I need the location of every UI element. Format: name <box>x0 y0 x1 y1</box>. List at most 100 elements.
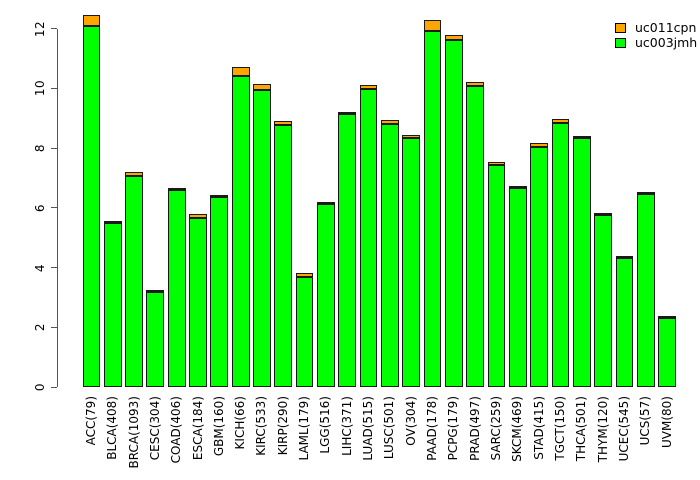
bar-segment-uc003jmh <box>146 291 165 387</box>
bar-segment-uc003jmh <box>530 146 549 387</box>
x-axis-label: TGCT(150) <box>552 396 567 461</box>
bar-segment-uc003jmh <box>103 223 122 387</box>
x-axis-label: GBM(160) <box>211 396 226 457</box>
bar-segment-uc003jmh <box>402 137 421 387</box>
bar <box>189 213 207 387</box>
bar-segment-uc011cpn <box>253 83 271 90</box>
bar-segment-uc003jmh <box>125 176 143 387</box>
legend-label-uc003jmh: uc003jmh <box>635 35 698 50</box>
bar <box>231 67 250 387</box>
x-axis-label: THYM(120) <box>595 396 610 463</box>
bar-segment-uc011cpn <box>231 67 250 77</box>
x-axis-label: LAML(179) <box>297 396 312 461</box>
y-axis <box>57 28 58 387</box>
x-axis-label: UCEC(545) <box>616 396 631 462</box>
bar-segment-uc003jmh <box>231 76 250 387</box>
y-axis-tick-label: 12 <box>33 20 47 37</box>
bar-segment-uc011cpn <box>167 188 186 191</box>
bar-segment-uc003jmh <box>167 190 186 387</box>
x-axis-label: OV(304) <box>403 396 418 446</box>
bar-segment-uc011cpn <box>402 134 421 138</box>
x-axis-label: COAD(406) <box>169 396 184 464</box>
bar-segment-uc003jmh <box>423 31 442 387</box>
bar <box>103 221 122 387</box>
bar-segment-uc003jmh <box>82 25 101 387</box>
bar <box>636 191 655 387</box>
x-axis-label: UCS(57) <box>638 396 653 446</box>
bar-segment-uc003jmh <box>274 124 293 387</box>
bar-segment-uc011cpn <box>317 201 335 204</box>
bar-segment-uc003jmh <box>338 114 357 387</box>
bar-segment-uc011cpn <box>572 136 591 139</box>
bar <box>402 134 421 387</box>
bar <box>82 15 101 387</box>
bar-segment-uc003jmh <box>210 197 229 387</box>
legend-item-uc011cpn: uc011cpn <box>615 21 697 34</box>
bar-segment-uc011cpn <box>295 272 314 277</box>
bar <box>615 256 634 387</box>
y-axis-tick-label: 6 <box>33 203 47 212</box>
legend-label-uc011cpn: uc011cpn <box>635 20 697 35</box>
x-axis-label: KIRP(290) <box>275 396 290 456</box>
bar <box>444 34 463 387</box>
bar-segment-uc003jmh <box>508 188 527 387</box>
bar <box>210 195 229 387</box>
bar-segment-uc003jmh <box>253 89 271 387</box>
bar-segment-uc011cpn <box>338 112 357 115</box>
bar-segment-uc011cpn <box>359 85 378 90</box>
x-axis-label: UVM(80) <box>659 396 674 448</box>
x-axis-label: LUAD(515) <box>361 396 376 461</box>
y-axis-tick-label: 0 <box>33 382 47 392</box>
legend-item-uc003jmh: uc003jmh <box>615 36 697 49</box>
x-axis-label: LUSC(501) <box>382 396 397 460</box>
y-axis-tick <box>50 87 57 89</box>
bar-segment-uc003jmh <box>444 39 463 387</box>
x-axis-label: SARC(259) <box>488 396 503 461</box>
bar-segment-uc011cpn <box>82 15 101 26</box>
x-axis-label: LIHC(371) <box>339 396 354 456</box>
legend: uc011cpn uc003jmh <box>615 21 697 49</box>
x-axis-label: PCPG(179) <box>446 396 461 461</box>
bar-segment-uc003jmh <box>359 89 378 387</box>
bar-segment-uc003jmh <box>317 203 335 387</box>
bar-segment-uc011cpn <box>146 289 165 292</box>
bar-segment-uc003jmh <box>658 318 676 387</box>
bar-segment-uc011cpn <box>103 221 122 224</box>
bar <box>125 171 143 387</box>
bar-segment-uc003jmh <box>594 214 612 387</box>
y-axis-tick <box>50 207 57 209</box>
bar-segment-uc003jmh <box>295 276 314 387</box>
x-axis-label: PAAD(178) <box>425 396 440 461</box>
bar <box>359 85 378 387</box>
x-axis-label: BLCA(408) <box>105 396 120 460</box>
bar-segment-uc011cpn <box>380 119 399 125</box>
y-axis-tick <box>50 267 57 269</box>
x-axis-label: SKCM(469) <box>510 396 525 462</box>
bar-segment-uc003jmh <box>466 85 485 387</box>
bar-segment-uc011cpn <box>423 19 442 32</box>
bar <box>167 188 186 387</box>
bar <box>338 112 357 387</box>
y-axis-tick-label: 8 <box>33 143 47 153</box>
bar-segment-uc011cpn <box>274 121 293 125</box>
bar-segment-uc011cpn <box>530 142 549 147</box>
x-axis-label: ESCA(184) <box>190 396 205 461</box>
legend-swatch-uc011cpn-icon <box>615 22 626 33</box>
bar-segment-uc011cpn <box>615 256 634 259</box>
bar-segment-uc011cpn <box>508 186 527 189</box>
bar-segment-uc003jmh <box>189 218 207 387</box>
x-axis-label: ACC(79) <box>83 396 98 446</box>
bar <box>530 142 549 387</box>
bar <box>508 186 527 387</box>
bar-segment-uc003jmh <box>487 165 506 387</box>
bar <box>551 118 570 387</box>
legend-swatch-uc003jmh-icon <box>615 37 626 48</box>
y-axis-tick <box>50 147 57 149</box>
y-axis-tick-label: 2 <box>33 323 47 332</box>
y-axis-tick <box>50 326 57 328</box>
bar-segment-uc003jmh <box>615 258 634 387</box>
bar <box>658 316 676 387</box>
bar <box>487 161 506 387</box>
bar <box>572 136 591 387</box>
